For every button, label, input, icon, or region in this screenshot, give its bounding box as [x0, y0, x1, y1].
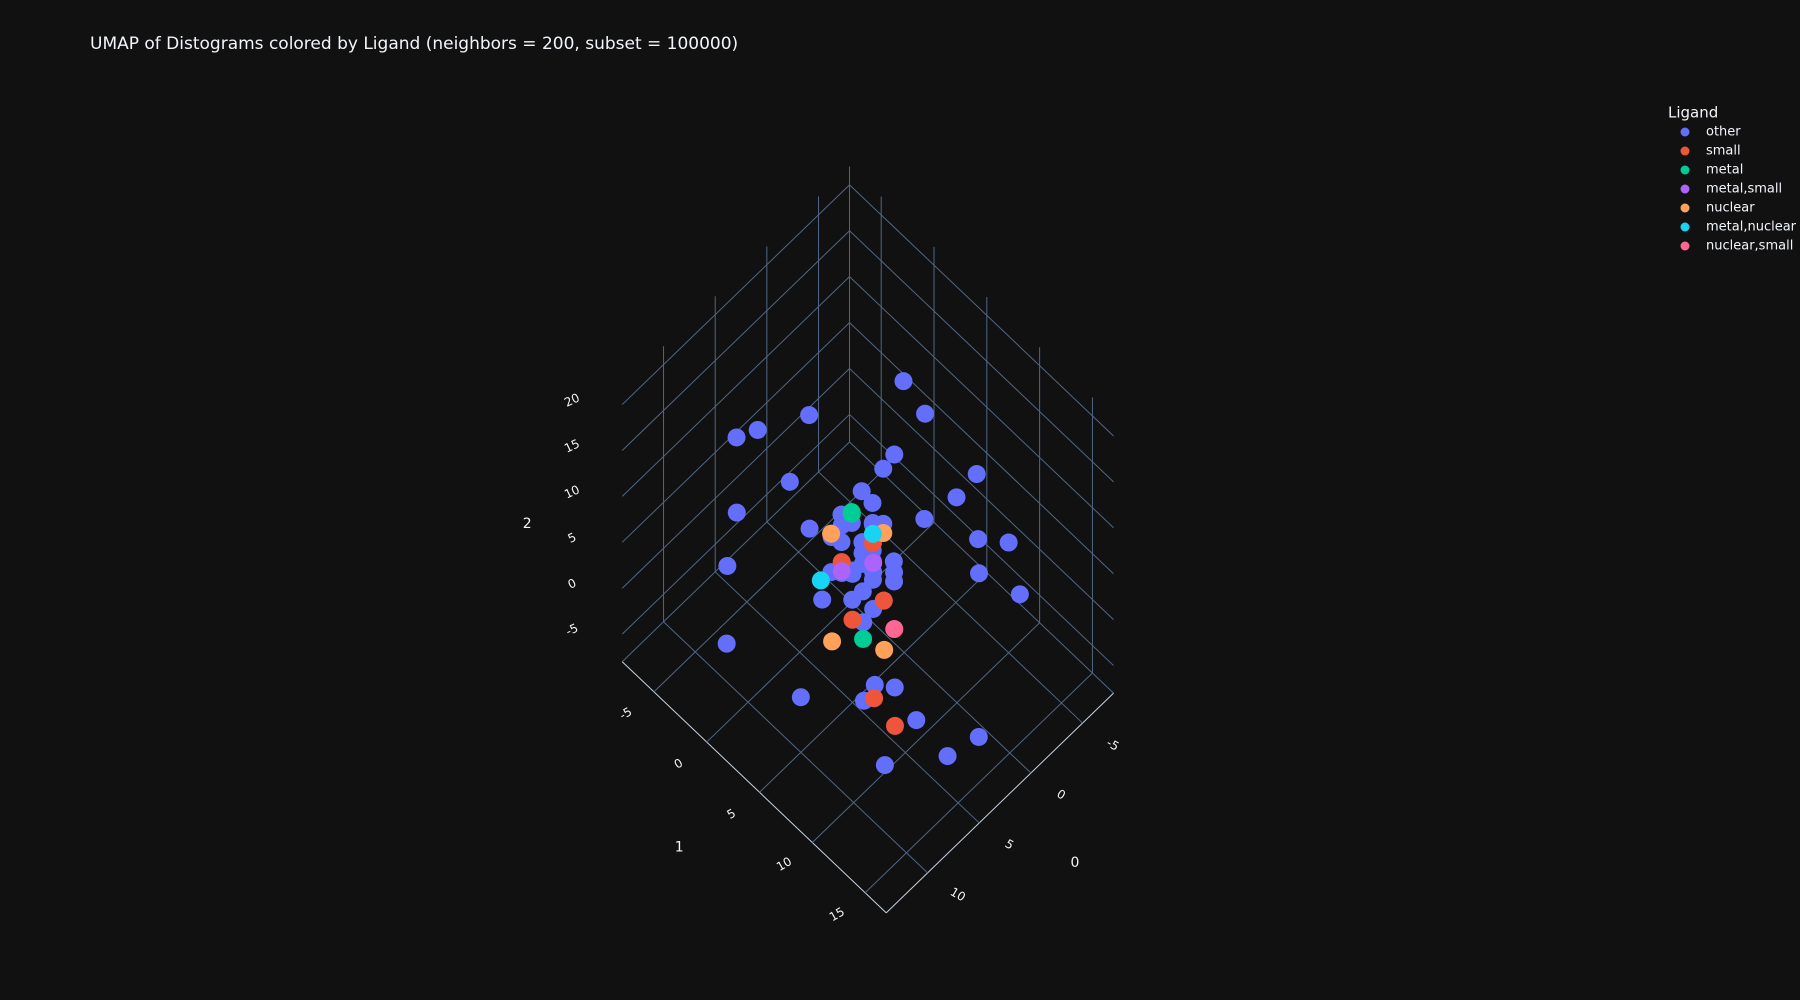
grid-line	[849, 230, 1114, 483]
data-point	[811, 571, 830, 590]
data-point	[843, 610, 862, 629]
data-point	[822, 524, 841, 543]
data-point	[852, 482, 871, 501]
grid-line	[714, 571, 980, 824]
data-point	[748, 420, 767, 439]
grid-line	[849, 322, 1114, 575]
axis-line	[621, 661, 887, 914]
z-axis-title: 2	[523, 516, 532, 532]
data-point	[843, 590, 862, 609]
data-point	[800, 519, 819, 538]
data-point	[885, 716, 904, 735]
data-point	[864, 554, 883, 573]
data-point	[863, 570, 882, 589]
chart-title: UMAP of Distograms colored by Ligand (ne…	[90, 34, 738, 54]
grid-line	[621, 276, 850, 497]
legend-label: small	[1706, 144, 1741, 159]
data-point	[865, 689, 884, 708]
data-point	[813, 590, 832, 609]
legend-label: metal	[1706, 163, 1743, 178]
z-tick-label: -5	[564, 621, 581, 639]
grid-line	[766, 521, 1032, 774]
data-point	[969, 530, 988, 549]
data-point	[885, 572, 904, 591]
data-point	[999, 533, 1018, 552]
data-point	[863, 493, 882, 512]
legend-title: Ligand	[1668, 104, 1718, 122]
grid-line	[849, 184, 1114, 437]
data-point	[875, 756, 894, 775]
legend-label: other	[1706, 125, 1741, 140]
data-point	[727, 428, 746, 447]
legend-marker	[1680, 146, 1690, 156]
data-point	[885, 678, 904, 697]
data-point	[916, 404, 935, 423]
z-tick-label: 20	[562, 391, 582, 410]
data-point	[947, 488, 966, 507]
data-point	[969, 727, 988, 746]
legend-marker	[1680, 241, 1690, 251]
legend-label: metal,nuclear	[1706, 220, 1797, 235]
data-point	[854, 629, 873, 648]
legend-marker	[1680, 127, 1690, 137]
grid-line	[621, 230, 850, 451]
data-point	[832, 562, 851, 581]
legend-marker	[1680, 222, 1690, 232]
y-axis-title: 1	[675, 839, 684, 855]
y-tick-label: 10	[774, 854, 794, 874]
axis-edge	[621, 441, 850, 663]
data-point	[780, 472, 799, 491]
legend-marker	[1680, 184, 1690, 194]
legend-label: nuclear,small	[1706, 239, 1793, 254]
data-point	[1010, 585, 1029, 604]
x-axis-title: 0	[1070, 855, 1079, 871]
data-point	[865, 675, 884, 694]
data-point	[791, 688, 810, 707]
legend-label: nuclear	[1706, 201, 1755, 216]
grid-line	[621, 368, 850, 589]
legend-label: metal,small	[1706, 182, 1782, 197]
data-point	[874, 459, 893, 478]
data-point	[823, 632, 842, 651]
data-point	[875, 640, 894, 659]
data-point	[863, 524, 882, 543]
grid-line	[849, 276, 1114, 529]
grid-line	[621, 414, 850, 635]
data-point	[894, 372, 913, 391]
data-point	[727, 503, 746, 522]
data-point	[907, 711, 926, 730]
data-point	[915, 509, 934, 528]
grid-line	[621, 184, 850, 405]
x-tick-label: 10	[948, 885, 968, 905]
grid-line	[864, 672, 1093, 894]
grid-line	[849, 368, 1114, 620]
data-point	[718, 556, 737, 575]
grid-line	[818, 471, 1083, 724]
grid-line	[663, 621, 928, 874]
data-point	[938, 747, 957, 766]
data-point	[717, 634, 736, 653]
axis-line	[885, 692, 1114, 914]
legend-marker	[1680, 165, 1690, 175]
grid-line	[811, 622, 1040, 843]
data-point	[842, 504, 861, 523]
z-tick-label: 15	[562, 436, 582, 455]
y-tick-label: 15	[827, 904, 847, 924]
data-point	[885, 445, 904, 464]
data-point	[967, 465, 986, 484]
data-point	[800, 406, 819, 425]
z-tick-label: 10	[562, 482, 582, 501]
data-point	[885, 620, 904, 639]
data-point	[970, 564, 989, 583]
legend-marker	[1680, 203, 1690, 213]
data-point	[874, 591, 893, 610]
